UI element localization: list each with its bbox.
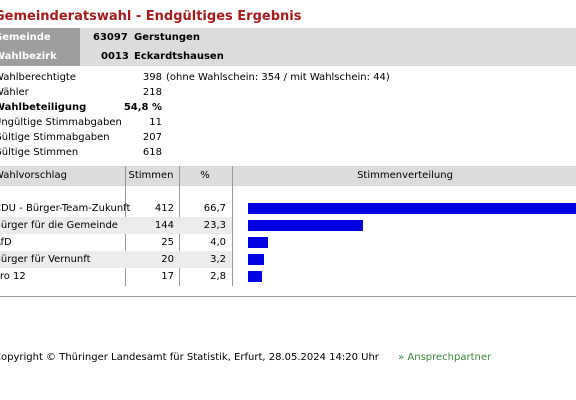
stat-label: Wahlbeteiligung <box>0 102 87 113</box>
column-divider <box>232 166 233 286</box>
wahlbezirk-name: Eckardtshausen <box>134 51 224 62</box>
party-votes: 412 <box>154 203 174 214</box>
stat-wahlbeteiligung: Wahlbeteiligung 54,8 % <box>0 100 576 115</box>
copyright-text: Copyright © Thüringer Landesamt für Stat… <box>0 352 379 363</box>
vote-bar <box>248 271 262 282</box>
table-row: Bürger für die Gemeinde 144 23,3 <box>0 217 232 234</box>
stat-label: Wähler <box>0 87 29 98</box>
page-title: Gemeinderatswahl - Endgültiges Ergebnis <box>0 9 302 24</box>
party-name: Bürger für die Gemeinde <box>0 220 118 231</box>
party-name: Bürger für Vernunft <box>0 254 91 265</box>
table-row: AfD 25 4,0 <box>0 234 232 251</box>
stat-wahlberechtigte: Wahlberechtigte 398 (ohne Wahlschein: 354… <box>0 70 576 85</box>
contact-link[interactable]: » Ansprechpartner <box>398 352 492 363</box>
wahlbezirk-label: Wahlbezirk <box>0 47 80 66</box>
stat-label: Ungültige Stimmabgaben <box>0 117 122 128</box>
party-name: AfD <box>0 237 12 248</box>
stat-value: 54,8 % <box>123 102 162 113</box>
vote-bar <box>248 254 264 265</box>
party-votes: 17 <box>161 271 174 282</box>
stat-label: Gültige Stimmen <box>0 147 79 158</box>
wahlbezirk-code: 0013 <box>101 51 129 62</box>
stat-value: 398 <box>142 72 162 83</box>
header-chart: Stimmenverteilung <box>357 170 453 181</box>
vote-bar <box>248 220 363 231</box>
stat-note: (ohne Wahlschein: 354 / mit Wahlschein: … <box>166 72 390 83</box>
wahlbezirk-row: Wahlbezirk 0013 Eckardtshausen <box>0 47 576 66</box>
stat-value: 618 <box>142 147 162 158</box>
party-percent: 3,2 <box>210 254 226 265</box>
stat-value: 207 <box>142 132 162 143</box>
table-row: CDU - Bürger-Team-Zukunft 412 66,7 <box>0 200 232 217</box>
stat-value: 11 <box>149 117 162 128</box>
party-votes: 144 <box>154 220 174 231</box>
party-percent: 4,0 <box>210 237 226 248</box>
table-bottom-divider <box>0 296 576 297</box>
stat-gueltige-stimmen: Gültige Stimmen 618 <box>0 145 576 160</box>
vote-bar <box>248 203 576 214</box>
results-table-header: Wahlvorschlag Stimmen % Stimmenverteilun… <box>0 166 576 186</box>
party-name: Pro 12 <box>0 271 26 282</box>
gemeinde-row: Gemeinde 63097 Gerstungen <box>0 28 576 47</box>
gemeinde-label: Gemeinde <box>0 28 80 47</box>
party-name: CDU - Bürger-Team-Zukunft <box>0 203 131 214</box>
stat-label: Wahlberechtigte <box>0 72 76 83</box>
table-row: Bürger für Vernunft 20 3,2 <box>0 251 232 268</box>
party-percent: 23,3 <box>203 220 226 231</box>
header-votes: Stimmen <box>128 170 174 181</box>
stat-waehler: Wähler 218 <box>0 85 576 100</box>
stat-gueltige-abgaben: Gültige Stimmabgaben 207 <box>0 130 576 145</box>
party-votes: 25 <box>161 237 174 248</box>
party-votes: 20 <box>161 254 174 265</box>
gemeinde-name: Gerstungen <box>134 32 200 43</box>
party-percent: 2,8 <box>210 271 226 282</box>
stat-label: Gültige Stimmabgaben <box>0 132 110 143</box>
stat-ungueltige: Ungültige Stimmabgaben 11 <box>0 115 576 130</box>
party-percent: 66,7 <box>203 203 226 214</box>
stat-value: 218 <box>142 87 162 98</box>
table-row: Pro 12 17 2,8 <box>0 268 232 285</box>
header-party: Wahlvorschlag <box>0 170 67 181</box>
vote-bar <box>248 237 268 248</box>
footer: Copyright © Thüringer Landesamt für Stat… <box>0 352 491 363</box>
gemeinde-code: 63097 <box>93 32 128 43</box>
header-percent: % <box>200 170 210 181</box>
